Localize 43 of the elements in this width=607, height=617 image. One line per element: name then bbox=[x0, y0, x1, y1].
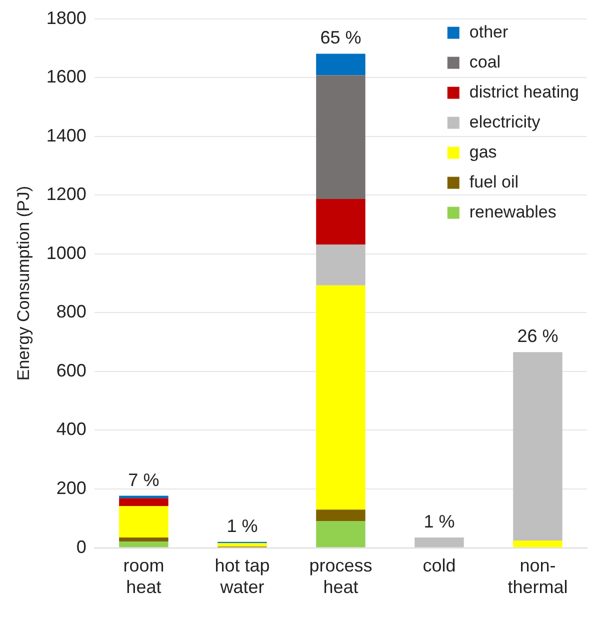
legend-label: renewables bbox=[469, 202, 556, 222]
y-tick-label: 1600 bbox=[46, 66, 86, 87]
y-tick-label: 0 bbox=[76, 536, 86, 557]
y-tick-label: 1000 bbox=[46, 242, 86, 263]
bar bbox=[316, 54, 366, 76]
bar bbox=[119, 498, 168, 506]
annotation: 1 % bbox=[226, 516, 258, 536]
y-tick-label: 600 bbox=[56, 360, 86, 380]
legend-label: district heating bbox=[469, 82, 580, 102]
y-tick-label: 1400 bbox=[46, 125, 86, 146]
y-tick-label: 1200 bbox=[46, 184, 86, 204]
bar bbox=[513, 540, 562, 548]
bar bbox=[119, 542, 168, 548]
bar bbox=[316, 510, 366, 522]
annotation: 65 % bbox=[320, 28, 362, 48]
x-tick-label: hot tap water bbox=[214, 556, 270, 598]
legend-label: fuel oil bbox=[469, 172, 519, 192]
bar bbox=[316, 75, 366, 199]
legend-label: electricity bbox=[469, 112, 541, 132]
bar bbox=[119, 506, 168, 538]
annotation: 7 % bbox=[128, 470, 160, 490]
x-tick-label: room heat bbox=[123, 556, 164, 598]
x-tick-label: cold bbox=[422, 556, 456, 576]
bar bbox=[316, 244, 366, 286]
x-tick-label: non-thermal bbox=[508, 556, 568, 598]
legend-label: gas bbox=[469, 142, 497, 162]
legend-label: other bbox=[469, 22, 508, 42]
bar bbox=[316, 198, 366, 245]
bar bbox=[218, 543, 267, 547]
annotation: 26 % bbox=[517, 326, 558, 346]
y-tick-label: 1800 bbox=[46, 8, 86, 28]
bar bbox=[316, 285, 366, 510]
y-tick-label: 400 bbox=[56, 419, 86, 440]
legend-label: coal bbox=[469, 52, 501, 72]
bar bbox=[119, 538, 168, 542]
x-tick-label: process heat bbox=[309, 556, 372, 598]
bar bbox=[316, 521, 366, 548]
y-tick-label: 800 bbox=[56, 302, 86, 322]
y-axis-title: Energy Consumption (PJ) bbox=[14, 186, 33, 381]
annotation: 1 % bbox=[424, 511, 455, 532]
bar bbox=[414, 538, 464, 548]
y-tick-label: 200 bbox=[56, 478, 86, 498]
bar bbox=[513, 352, 562, 540]
